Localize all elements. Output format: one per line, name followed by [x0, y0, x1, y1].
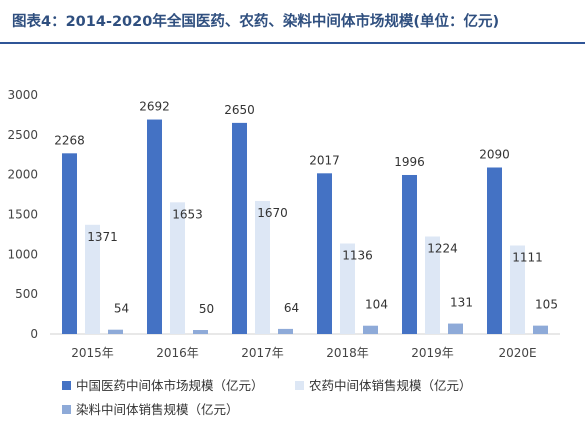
title-bar: 图表4：2014-2020年全国医药、农药、染料中间体市场规模(单位：亿元): [0, 0, 585, 44]
bar: [193, 330, 208, 334]
x-tick-label: 2017年: [241, 346, 284, 360]
data-label: 50: [199, 302, 214, 316]
data-label: 2650: [224, 103, 255, 117]
data-label: 1136: [342, 248, 373, 262]
legend: 中国医药中间体市场规模（亿元） 农药中间体销售规模（亿元） 染料中间体销售规模（亿元…: [62, 378, 472, 417]
bar: [425, 236, 440, 334]
data-label: 54: [114, 302, 129, 316]
bar: [62, 153, 77, 334]
legend-label: 中国医药中间体市场规模（亿元）: [76, 378, 264, 393]
y-tick-label: 2500: [7, 128, 38, 142]
y-tick-label: 3000: [7, 88, 38, 102]
data-label: 1670: [257, 206, 288, 220]
data-label: 131: [450, 296, 473, 310]
y-tick-label: 0: [30, 327, 38, 341]
x-tick-label: 2015年: [71, 346, 114, 360]
legend-swatch: [62, 381, 71, 390]
label-layer: 2268 1371 54 2692 1653 50 2650 1670 64 2017 1136 10…: [54, 100, 558, 316]
bar: [487, 167, 502, 334]
bar: [108, 329, 123, 334]
bar: [317, 173, 332, 334]
bar: [255, 200, 270, 334]
data-label: 1371: [87, 230, 118, 244]
data-label: 104: [365, 298, 388, 312]
data-label: 105: [535, 298, 558, 312]
legend-swatch: [295, 381, 304, 390]
y-tick-label: 1000: [7, 247, 38, 261]
bar: [232, 122, 247, 334]
bar: [85, 224, 100, 334]
bar: [402, 174, 417, 334]
bar: [170, 202, 185, 334]
data-label: 1996: [394, 155, 425, 169]
bar: [533, 325, 548, 334]
legend-swatch: [62, 405, 71, 414]
bar-layer: [62, 119, 548, 335]
bar: [448, 323, 463, 334]
data-label: 2268: [54, 133, 85, 147]
data-label: 2692: [139, 100, 170, 114]
bar: [510, 245, 525, 334]
x-tick-label: 2016年: [156, 346, 199, 360]
x-tick-label: 2018年: [326, 346, 369, 360]
data-label: 2090: [479, 147, 510, 161]
data-label: 1224: [427, 241, 458, 255]
bar: [340, 243, 355, 334]
x-tick-label: 2020E: [498, 346, 536, 360]
bar: [278, 328, 293, 334]
chart-title: 图表4：2014-2020年全国医药、农药、染料中间体市场规模(单位：亿元): [12, 14, 500, 30]
y-tick-label: 2000: [7, 168, 38, 182]
axis-layer: 0 500 1000 1500 2000 2500 3000 2015年 2016年 2017年 2…: [7, 88, 560, 360]
x-tick-label: 2019年: [411, 346, 454, 360]
bar: [363, 325, 378, 334]
bar: [147, 119, 162, 335]
data-label: 2017: [309, 153, 340, 167]
legend-label: 农药中间体销售规模（亿元）: [309, 378, 472, 393]
data-label: 1111: [512, 250, 543, 264]
legend-label: 染料中间体销售规模（亿元）: [76, 402, 239, 417]
data-label: 1653: [172, 207, 203, 221]
y-tick-label: 500: [15, 287, 38, 301]
data-label: 64: [284, 301, 299, 315]
y-tick-label: 1500: [7, 208, 38, 222]
